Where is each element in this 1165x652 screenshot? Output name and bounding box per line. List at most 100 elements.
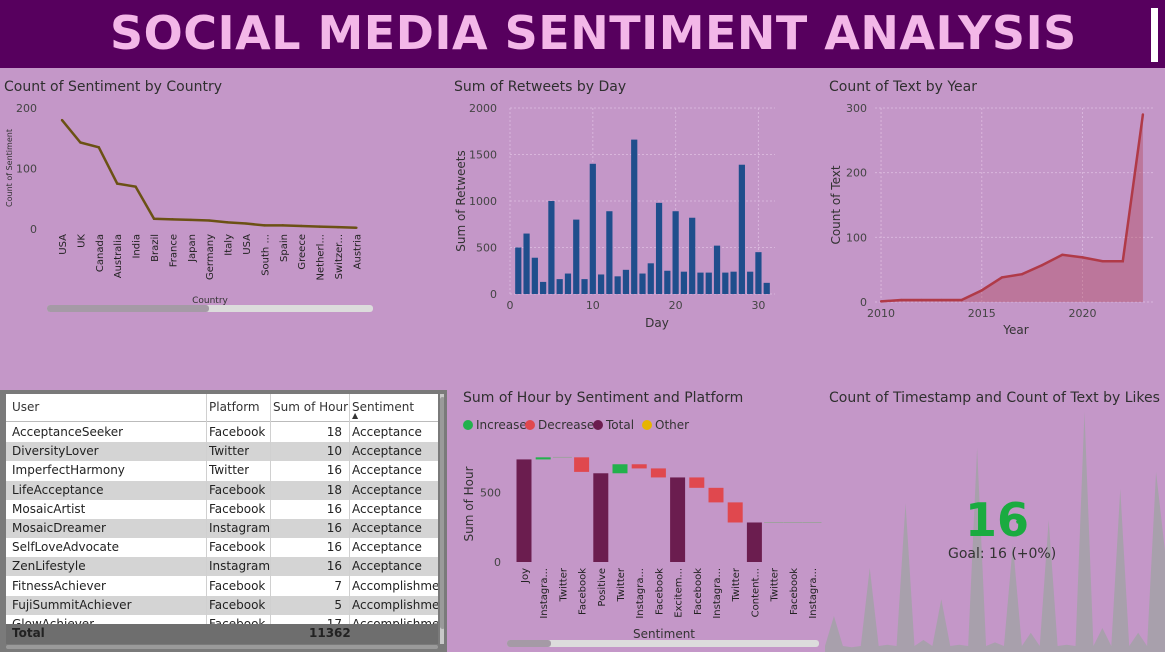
waterfall-bar	[593, 473, 609, 562]
table-cell: 16	[326, 521, 342, 535]
x-tick-label: Facebook	[654, 568, 665, 615]
bar	[755, 252, 762, 294]
table-cell: 16	[326, 463, 342, 478]
x-tick-label: Content...	[750, 568, 761, 617]
x-tick-label: Facebook	[789, 568, 800, 615]
x-tick-label: 10	[586, 299, 600, 312]
table-row[interactable]: GlowAchiever Facebook 17 Accomplishment	[6, 615, 438, 624]
waterfall-chart-title: Sum of Hour by Sentiment and Platform	[463, 390, 744, 406]
data-point	[226, 221, 229, 224]
retweets-by-day-chart[interactable]: 0 500 1000 1500 2000 0 10 20 30 Sum of Retweets Da…	[450, 100, 790, 340]
table-horizontal-scrollbar[interactable]	[6, 645, 438, 649]
text-by-year-chart[interactable]: 0 100 200 300 2010 2015 2020 Count of Text Year	[825, 100, 1165, 340]
data-point	[1020, 272, 1024, 276]
data-point	[920, 298, 923, 302]
x-axis-label: Country	[192, 296, 228, 306]
data-point	[281, 224, 284, 227]
x-tick-label: 30	[751, 299, 765, 312]
header-accent-bar	[1151, 8, 1158, 62]
bar	[763, 282, 770, 294]
table-cell: AcceptanceSeeker	[12, 425, 124, 439]
table-cell: MosaicDreamer	[12, 521, 106, 535]
column-separator	[270, 394, 271, 624]
bar	[631, 139, 638, 294]
bar	[639, 273, 646, 294]
bar	[614, 276, 621, 294]
header-platform[interactable]: Platform	[209, 400, 260, 414]
x-tick-label: Canada	[95, 234, 106, 272]
x-tick-label: Positive	[597, 568, 608, 607]
x-tick-label: Japan	[187, 234, 198, 263]
table-cell: ImperfectHarmony	[12, 463, 125, 478]
x-tick-label: Instagra...	[712, 568, 723, 619]
bar	[597, 274, 605, 294]
likes-area	[825, 412, 1165, 652]
table-cell: Instagram	[209, 559, 271, 574]
data-point	[980, 289, 983, 292]
x-tick-label: India	[132, 234, 143, 259]
y-tick-label: 1000	[469, 195, 497, 208]
x-tick-label: Excitem...	[674, 568, 685, 618]
x-tick-label: Australia	[113, 234, 124, 278]
column-separator	[349, 394, 350, 624]
table-cell: Facebook	[209, 617, 266, 624]
sentiment-by-country-chart[interactable]: 0 100 200 USA UK Canada Australia India Brazil Fr…	[0, 100, 440, 320]
data-point	[1101, 260, 1104, 263]
y-tick-label: 300	[846, 102, 867, 115]
table-row[interactable]: MosaicArtist Facebook 16 Acceptance	[6, 500, 438, 519]
bar	[689, 217, 696, 294]
y-axis-label: Count of Text	[829, 165, 843, 244]
data-point	[134, 185, 137, 188]
header-sentiment[interactable]: Sentiment	[352, 400, 415, 414]
y-tick-label: 200	[846, 167, 867, 180]
user-table[interactable]: User Platform Sum of Hour Sentiment ▲ Ac…	[0, 390, 447, 652]
y-tick-label: 0	[860, 296, 867, 309]
data-point	[1121, 260, 1124, 263]
table-cell: Acceptance	[352, 540, 422, 555]
header-sum-of-hour[interactable]: Sum of Hour	[273, 400, 349, 414]
x-tick-label: 0	[507, 299, 514, 312]
data-point	[355, 226, 358, 229]
table-cell: 5	[334, 597, 342, 612]
data-point	[879, 300, 883, 303]
x-tick-label: Italy	[224, 234, 235, 256]
table-cell: 18	[326, 425, 342, 439]
waterfall-bar	[650, 468, 666, 478]
table-row[interactable]: AcceptanceSeeker Facebook 18 Acceptance	[6, 423, 438, 442]
y-tick-label: 0	[494, 556, 501, 569]
y-tick-label: 0	[30, 223, 37, 236]
table-row[interactable]: MosaicDreamer Instagram 16 Acceptance	[6, 519, 438, 538]
bar	[573, 219, 580, 294]
table-row[interactable]: FitnessAchiever Facebook 7 Accomplishment	[6, 577, 438, 596]
data-point	[300, 224, 303, 228]
table-cell: Acceptance	[352, 501, 422, 516]
x-tick-label: France	[168, 234, 179, 267]
year-chart-title: Count of Text by Year	[829, 79, 977, 95]
data-point	[1000, 276, 1004, 279]
bar	[606, 211, 613, 294]
table-vertical-scroll-thumb[interactable]	[440, 397, 444, 629]
table-row[interactable]: ImperfectHarmony Twitter 16 Acceptance	[6, 461, 438, 480]
bar	[680, 271, 688, 294]
bar	[564, 273, 572, 294]
table-body: User Platform Sum of Hour Sentiment ▲ Ac…	[6, 394, 438, 624]
table-cell: FujiSummitAchiever	[12, 597, 132, 612]
waterfall-chart[interactable]: Increase Decrease Total Other 0 500 Joy Instagr…	[455, 410, 825, 652]
table-row[interactable]: ZenLifestyle Instagram 16 Acceptance	[6, 557, 438, 577]
data-point	[60, 118, 64, 122]
table-row[interactable]: SelfLoveAdvocate Facebook 16 Acceptance	[6, 538, 438, 557]
table-row[interactable]: FujiSummitAchiever Facebook 5 Accomplishmen…	[6, 595, 438, 615]
bar	[540, 281, 547, 294]
bar	[647, 263, 654, 294]
table-cell: MosaicArtist	[12, 501, 86, 516]
table-row[interactable]: DiversityLover Twitter 10 Acceptance	[6, 442, 438, 462]
x-tick-label: USA	[242, 234, 253, 255]
y-tick-label: 100	[16, 163, 37, 176]
table-cell: Facebook	[209, 597, 266, 612]
header-user[interactable]: User	[12, 400, 40, 414]
bar	[531, 257, 538, 294]
table-row[interactable]: LifeAcceptance Facebook 18 Acceptance	[6, 480, 438, 500]
x-tick-label: Instagra...	[635, 568, 646, 619]
table-cell: 10	[326, 444, 342, 459]
table-cell: Acceptance	[352, 444, 422, 459]
